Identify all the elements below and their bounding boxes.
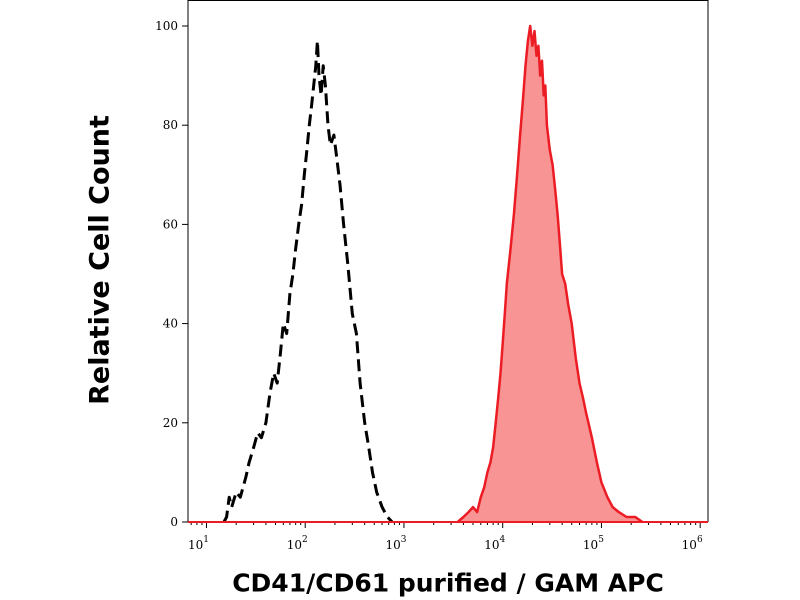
y-tick-label: 20	[163, 416, 178, 430]
y-tick-label: 40	[163, 317, 178, 331]
x-tick-label: 101	[188, 535, 209, 552]
series-fill-cd41-cd61-purified	[457, 26, 643, 522]
y-axis-label: Relative Cell Count	[84, 115, 116, 405]
ticks: 0 20 40 60 80 100 101 102 103 104 105 106	[155, 19, 703, 552]
x-axis-label: CD41/CD61 purified / GAM APC	[232, 568, 664, 598]
x-tick-label: 104	[484, 535, 505, 552]
y-tick-label: 60	[163, 217, 178, 231]
frame	[187, 0, 709, 523]
series-layer	[188, 24, 708, 524]
y-tick-label: 80	[163, 118, 178, 132]
x-tick-label: 102	[287, 535, 308, 552]
series-line-isotype-control	[222, 39, 394, 524]
x-tick-label: 106	[682, 535, 703, 552]
series-line-cd41-cd61-purified	[456, 24, 644, 524]
y-tick-label: 0	[170, 515, 178, 529]
x-tick-label: 103	[385, 535, 406, 552]
x-tick-label: 105	[583, 535, 604, 552]
y-tick-label: 100	[155, 19, 178, 33]
